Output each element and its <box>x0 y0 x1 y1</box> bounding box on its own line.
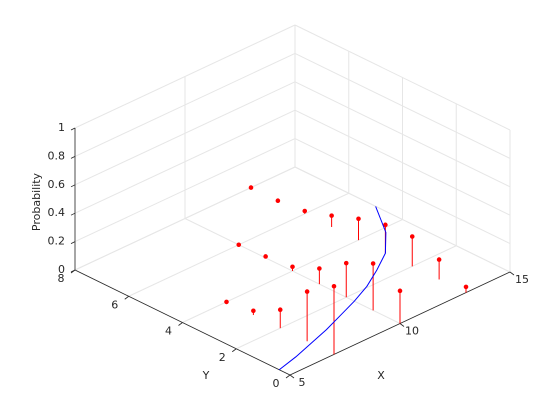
stem-marker <box>275 198 281 204</box>
stem-marker <box>383 222 388 228</box>
x-axis-label: X <box>377 369 385 382</box>
y-tick-label: 8 <box>58 272 65 285</box>
x-tick <box>509 271 515 276</box>
z-tick <box>70 241 76 244</box>
y-tick <box>124 295 129 300</box>
z-tick <box>70 269 76 273</box>
stem-marker <box>356 216 361 222</box>
z-tick-label: 0.6 <box>48 178 66 191</box>
stem-marker <box>397 288 403 294</box>
stem-marker <box>290 264 295 270</box>
z-tick-label: 0.8 <box>48 149 66 162</box>
stem-marker <box>436 257 442 262</box>
y-tick <box>285 374 291 379</box>
z-tick-label: 0.2 <box>48 235 66 248</box>
stem-marker <box>224 299 229 305</box>
x-tick <box>289 374 295 379</box>
stem-marker <box>409 234 415 239</box>
y-tick-label: 0 <box>273 377 280 390</box>
z-tick-label: 0 <box>58 263 65 276</box>
stem-marker <box>331 283 337 289</box>
z-tick <box>70 127 76 131</box>
stem-marker <box>263 254 268 259</box>
x-tick-label: 10 <box>405 325 419 338</box>
y-tick-label: 2 <box>219 351 226 364</box>
y-tick-label: 6 <box>111 298 118 311</box>
stem-marker <box>329 213 334 218</box>
stem-marker <box>317 266 322 271</box>
curve <box>278 206 387 371</box>
x-tick-label: 5 <box>299 376 306 389</box>
stem-marker <box>302 208 308 214</box>
stem-marker <box>370 261 376 266</box>
stem-marker <box>236 242 242 248</box>
z-tick-label: 1 <box>58 121 65 134</box>
y-tick <box>178 322 183 326</box>
z-tick <box>70 184 76 188</box>
grid-line <box>74 166 296 271</box>
y-tick <box>232 348 237 353</box>
y-axis-label: Y <box>202 369 210 382</box>
stem-marker <box>251 308 256 314</box>
stem-marker <box>463 284 469 290</box>
stem-marker <box>248 185 254 190</box>
stem-marker <box>277 307 283 312</box>
z-tick-label: 0.4 <box>48 206 66 219</box>
x-tick-label: 15 <box>515 273 529 286</box>
z-axis-label: Probability <box>30 172 43 231</box>
stem-marker <box>343 260 349 266</box>
stem-marker <box>304 289 310 294</box>
x-tick <box>399 323 405 327</box>
z-tick <box>70 212 76 216</box>
y-tick-label: 4 <box>165 325 172 338</box>
z-tick <box>70 156 76 159</box>
